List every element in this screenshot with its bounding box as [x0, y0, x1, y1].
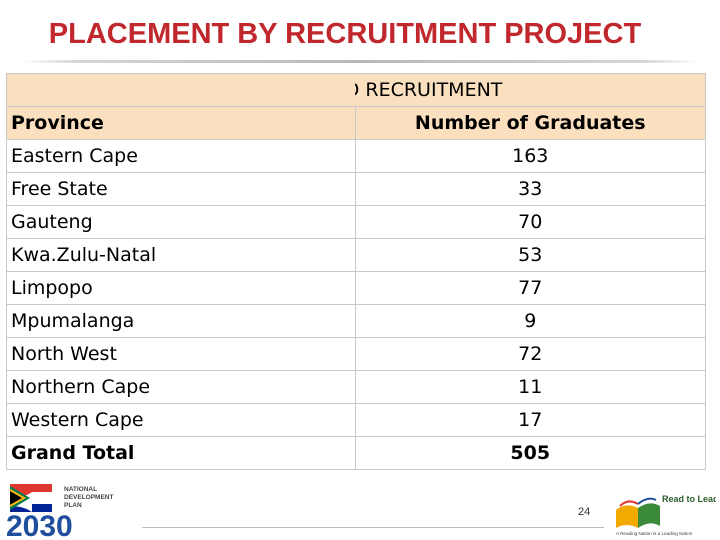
grand-total-row: Grand Total 505 [6, 436, 706, 470]
graduates-cell: 77 [354, 271, 706, 305]
table-row: Eastern Cape 163 [6, 139, 706, 173]
page-number: 24 [578, 506, 591, 518]
table-row: North West 72 [6, 337, 706, 371]
table-row: Northern Cape 11 [6, 370, 706, 404]
header-province: Province [6, 106, 356, 140]
province-cell: Mpumalanga [6, 304, 356, 338]
grand-total-value: 505 [354, 436, 706, 470]
province-cell: Eastern Cape [6, 139, 356, 173]
province-cell: Free State [6, 172, 356, 206]
graduates-cell: 11 [354, 370, 706, 404]
table-row: Mpumalanga 9 [6, 304, 706, 338]
province-cell: Gauteng [6, 205, 356, 239]
table-header-row: Province Number of Graduates [6, 106, 706, 140]
table-caption: DISTRICT BASED RECRUITMENT [355, 79, 503, 101]
province-cell: Kwa.Zulu-Natal [6, 238, 356, 272]
header-graduates: Number of Graduates [354, 106, 706, 140]
footer-divider [142, 527, 604, 528]
ndp-text-3: PLAN [64, 502, 82, 509]
table-caption-row: DISTRICT BASED RECRUITMENT [6, 73, 706, 107]
ndp-text-2: DEVELOPMENT [64, 494, 114, 501]
page-title: PLACEMENT BY RECRUITMENT PROJECT [48, 18, 642, 50]
table-row: Kwa.Zulu-Natal 53 [6, 238, 706, 272]
ndp-2030-logo: NATIONAL DEVELOPMENT PLAN 2030 [6, 484, 114, 538]
table-row: Limpopo 77 [6, 271, 706, 305]
graduates-cell: 70 [354, 205, 706, 239]
read-to-lead-logo: Read to Lead A Reading Nation is a Leadi… [616, 494, 716, 536]
title-underline [22, 60, 698, 63]
graduates-cell: 163 [354, 139, 706, 173]
province-cell: Limpopo [6, 271, 356, 305]
rtl-subtext: A Reading Nation is a Leading Nation [616, 531, 693, 536]
ndp-year: 2030 [6, 510, 73, 538]
book-icon [616, 497, 660, 528]
province-cell: Northern Cape [6, 370, 356, 404]
graduates-cell: 53 [354, 238, 706, 272]
graduates-cell: 17 [354, 403, 706, 437]
graduates-cell: 72 [354, 337, 706, 371]
table-row: Western Cape 17 [6, 403, 706, 437]
graduates-cell: 9 [354, 304, 706, 338]
grand-total-label: Grand Total [6, 436, 356, 470]
ndp-text-1: NATIONAL [64, 486, 97, 493]
province-cell: Western Cape [6, 403, 356, 437]
recruitment-table: DISTRICT BASED RECRUITMENT Province Numb… [6, 73, 706, 470]
graduates-cell: 33 [354, 172, 706, 206]
rtl-tagline: Read to Lead [662, 494, 716, 504]
sa-flag-icon [9, 484, 52, 512]
table-row: Free State 33 [6, 172, 706, 206]
province-cell: North West [6, 337, 356, 371]
table-row: Gauteng 70 [6, 205, 706, 239]
